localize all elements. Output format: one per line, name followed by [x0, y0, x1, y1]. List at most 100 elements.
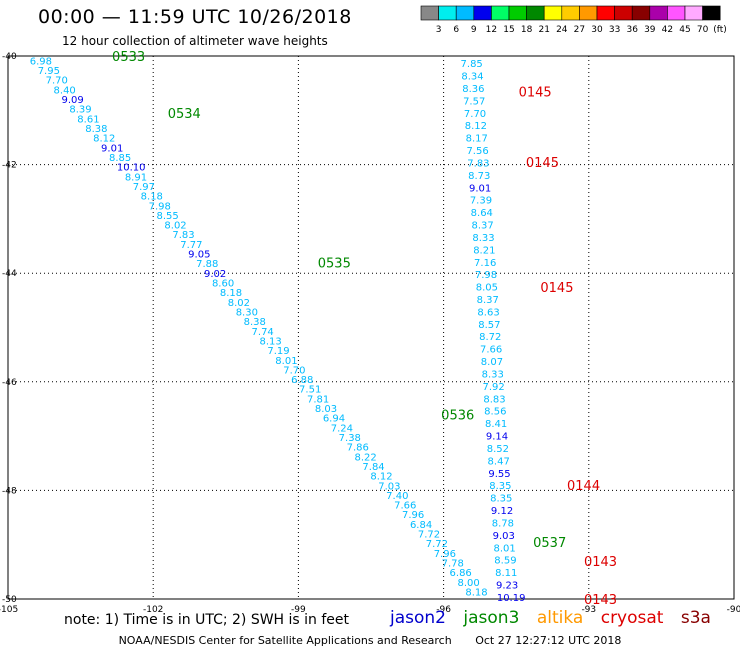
swh-value-jason3: 6.94	[323, 414, 345, 425]
swh-value-jason3: 9.05	[188, 250, 210, 261]
swh-value-cryosat: 9.55	[488, 469, 510, 480]
swh-value-cryosat: 7.57	[463, 96, 485, 107]
colorbar-tick-label: 18	[521, 25, 533, 35]
swh-value-jason3: 8.03	[315, 404, 337, 415]
y-tick-label: -40	[2, 52, 17, 62]
swh-value-jason3: 8.38	[244, 317, 266, 328]
swh-value-cryosat: 8.35	[489, 481, 511, 492]
plot-frame	[7, 55, 735, 600]
x-tick-label: -93	[581, 605, 596, 615]
swh-value-cryosat: 8.34	[461, 72, 483, 83]
colorbar-tick-label: 30	[591, 25, 603, 35]
swh-value-cryosat: 8.36	[462, 84, 484, 95]
swh-value-cryosat: 8.37	[477, 295, 499, 306]
swh-value-cryosat: 8.57	[478, 320, 500, 331]
swh-value-jason3: 8.18	[220, 288, 242, 299]
colorbar-tick-label: 24	[556, 25, 568, 35]
colorbar-swatch	[649, 5, 668, 21]
swh-value-cryosat: 9.01	[469, 183, 491, 194]
swh-value-jason3: 8.30	[236, 307, 258, 318]
swh-value-cryosat: 9.23	[496, 581, 518, 592]
swh-value-cryosat: 8.72	[479, 332, 501, 343]
legend-altika: altika	[536, 608, 584, 628]
credit-text: NOAA/NESDIS Center for Satellite Applica…	[118, 634, 452, 647]
colorbar-swatch	[491, 5, 510, 21]
grid-lines	[8, 56, 734, 599]
pass-time-cryosat: 0144	[567, 479, 600, 494]
pass-time-cryosat: 0145	[519, 85, 552, 100]
swh-value-jason3: 7.97	[133, 182, 155, 193]
swh-value-jason3: 8.38	[85, 124, 107, 135]
swh-value-cryosat: 8.12	[465, 121, 487, 132]
swh-value-jason3: 8.22	[355, 452, 377, 463]
swh-value-cryosat: 8.63	[477, 307, 499, 318]
y-tick-label: -48	[2, 486, 17, 496]
colorbar-tick-label: 42	[662, 25, 673, 35]
swh-value-cryosat: 7.56	[466, 146, 488, 157]
swh-value-cryosat: 8.05	[476, 283, 498, 294]
swh-value-jason3: 8.18	[465, 587, 487, 598]
swh-value-cryosat: 7.70	[464, 109, 486, 120]
swh-value-jason3: 7.70	[46, 76, 68, 87]
swh-value-jason3: 7.03	[378, 481, 400, 492]
colorbar-unit: (ft)	[713, 25, 727, 35]
swh-value-jason3: 8.40	[54, 85, 76, 96]
y-tick-label: -42	[2, 161, 17, 171]
swh-value-cryosat: 8.59	[494, 556, 516, 567]
swh-value-jason3: 7.81	[307, 394, 329, 405]
swh-value-jason3: 6.88	[291, 375, 313, 386]
colorbar-tick-label: 9	[471, 25, 477, 35]
swh-value-cryosat: 8.73	[468, 171, 490, 182]
swh-value-cryosat: 8.35	[490, 494, 512, 505]
x-tick-label: -102	[143, 605, 163, 615]
swh-value-jason3: 6.86	[450, 568, 472, 579]
swh-value-jason3: 6.84	[410, 520, 432, 531]
swh-value-jason3: 8.18	[141, 192, 163, 203]
colorbar-tick-label: 12	[486, 25, 497, 35]
swh-value-jason3: 8.12	[93, 134, 115, 145]
swh-value-jason3: 7.74	[252, 327, 274, 338]
swh-value-cryosat: 8.07	[481, 357, 503, 368]
swh-value-cryosat: 8.01	[493, 543, 515, 554]
swh-value-cryosat: 8.41	[485, 419, 507, 430]
y-tick-label: -50	[2, 595, 17, 605]
colorbar-swatch	[455, 5, 475, 21]
colorbar-swatch	[684, 5, 703, 21]
swh-value-cryosat: 8.47	[488, 456, 510, 467]
pass-time-jason3: 0534	[168, 107, 201, 122]
swh-value-jason3: 7.83	[172, 230, 194, 241]
credit-timestamp: Oct 27 12:27:12 UTC 2018	[475, 634, 622, 647]
colorbar-tick-label: 6	[453, 25, 459, 35]
colorbar-tick-label: 39	[644, 25, 656, 35]
swh-value-cryosat: 8.52	[487, 444, 509, 455]
colorbar-swatch	[561, 5, 580, 21]
swh-value-cryosat: 7.66	[480, 345, 502, 356]
swh-value-cryosat: 8.37	[472, 221, 494, 232]
footer-note: note: 1) Time is in UTC; 2) SWH is in fe…	[64, 612, 350, 628]
swh-value-jason3: 7.19	[267, 346, 289, 357]
swh-value-cryosat: 9.03	[493, 531, 515, 542]
swh-value-jason3: 6.98	[30, 56, 52, 67]
colorbar-swatch	[631, 5, 651, 21]
colorbar-swatch	[473, 5, 492, 21]
colorbar-tick-label: 36	[626, 25, 638, 35]
colorbar-swatch	[543, 5, 563, 21]
swh-value-cryosat: 8.17	[466, 134, 488, 145]
swh-value-jason3: 7.78	[442, 559, 464, 570]
swh-value-cryosat: 7.92	[482, 382, 504, 393]
colorbar-swatch	[526, 5, 545, 21]
swh-value-jason3: 7.98	[149, 201, 171, 212]
swh-value-cryosat: 8.11	[495, 568, 517, 579]
swh-value-jason3: 8.55	[157, 211, 179, 222]
colorbar-swatch	[667, 5, 686, 21]
pass-time-labels: 0533 0534 0535 0536 0537 0145 0145 0145 0144 0143…	[112, 50, 617, 608]
swh-value-cryosat: 7.16	[474, 258, 496, 269]
swh-value-jason3: 7.88	[196, 259, 218, 270]
swh-value-jason3: 7.96	[402, 510, 424, 521]
swh-value-cryosat: 9.14	[486, 432, 508, 443]
pass-time-jason3: 0535	[318, 256, 351, 271]
swh-value-jason3: 9.01	[101, 143, 123, 154]
swh-value-cryosat: 7.83	[467, 158, 489, 169]
colorbar-swatch	[596, 5, 615, 21]
